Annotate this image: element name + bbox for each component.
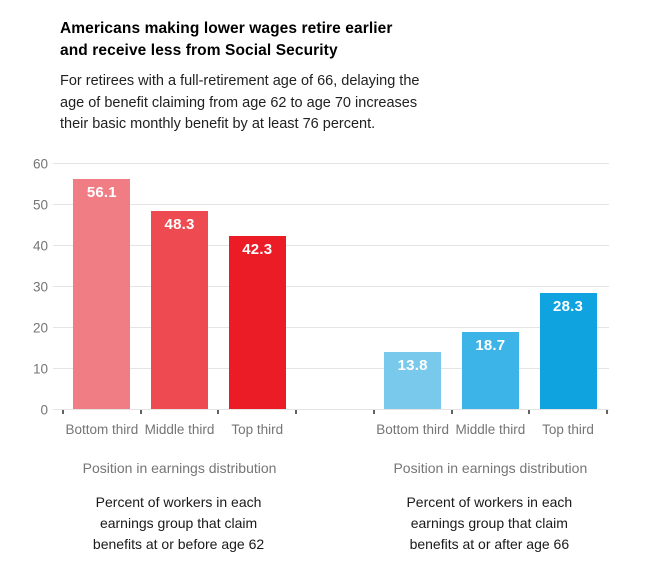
y-axis-tick-label: 20 [32, 320, 48, 335]
gridline-y-30 [53, 286, 609, 287]
y-axis-tick-label: 50 [32, 197, 48, 212]
chart-subtitle: For retirees with a full-retirement age … [60, 71, 419, 136]
chart-subtitle-line-1: For retirees with a full-retirement age … [60, 73, 420, 89]
y-axis-tick-label: 40 [32, 238, 48, 253]
caption-line: Percent of workers in each [95, 494, 262, 510]
x-axis-tick [528, 410, 531, 414]
x-axis-tick [139, 410, 142, 414]
category-label: Top third [231, 422, 284, 437]
x-axis-tick [605, 410, 608, 414]
bar-value-label: 56.1 [86, 183, 117, 201]
caption-line: benefits at or before age 62 [92, 536, 265, 552]
bar-value-label: 42.3 [242, 240, 273, 258]
category-label: Middle third [144, 422, 215, 437]
caption-line: benefits at or after age 66 [409, 536, 570, 552]
bar-claim-after-66-0: 13.8 [384, 352, 442, 409]
x-axis-tick [217, 410, 220, 414]
chart-title: Americans making lower wages retire earl… [60, 18, 393, 62]
category-label: Bottom third [376, 422, 450, 437]
axis-title-claim-before-62: Position in earnings distribution [82, 460, 277, 476]
gridline-y-40 [53, 245, 609, 246]
category-label: Middle third [455, 422, 526, 437]
bar-value-label: 28.3 [553, 297, 584, 315]
bar-value-label: 13.8 [397, 357, 428, 375]
bar-claim-before-62-1: 48.3 [151, 210, 209, 409]
gridline-y-0 [53, 409, 609, 410]
y-axis-tick-label: 30 [32, 279, 48, 294]
chart-subtitle-line-3: their basic monthly benefit by at least … [60, 116, 376, 132]
caption-claim-before-62: Percent of workers in each earnings group… [93, 492, 264, 555]
bar-claim-before-62-2: 42.3 [228, 235, 286, 409]
bar-value-label: 48.3 [164, 215, 195, 233]
y-axis-tick-label: 10 [32, 361, 48, 376]
bar-claim-after-66-2: 28.3 [539, 292, 597, 409]
caption-claim-after-66: Percent of workers in each earnings group… [406, 492, 572, 555]
x-axis-tick [295, 410, 298, 414]
caption-line: earnings group that claim [99, 515, 258, 531]
chart-subtitle-line-2: age of benefit claiming from age 62 to a… [60, 94, 418, 111]
x-axis-tick [372, 410, 375, 414]
chart-title-line-1: Americans making lower wages retire earl… [60, 20, 393, 37]
gridline-y-20 [53, 327, 609, 328]
gridline-y-50 [53, 204, 609, 205]
y-axis-tick-label: 0 [40, 402, 48, 417]
caption-line: Percent of workers in each [406, 494, 573, 510]
category-label: Top third [542, 422, 594, 437]
gridline-y-10 [53, 368, 609, 369]
bar-claim-before-62-0: 56.1 [73, 178, 131, 409]
chart-title-line-2: and receive less from Social Security [60, 42, 338, 59]
axis-title-claim-after-66: Position in earnings distribution [393, 460, 588, 476]
caption-line: earnings group that claim [410, 515, 568, 531]
bar-value-label: 18.7 [475, 337, 506, 355]
category-label: Bottom third [65, 422, 139, 437]
x-axis-tick [450, 410, 453, 414]
y-axis-tick-label: 60 [32, 156, 48, 171]
gridline-y-60 [53, 163, 609, 164]
x-axis-tick [62, 410, 64, 414]
bar-claim-after-66-1: 18.7 [461, 332, 519, 409]
